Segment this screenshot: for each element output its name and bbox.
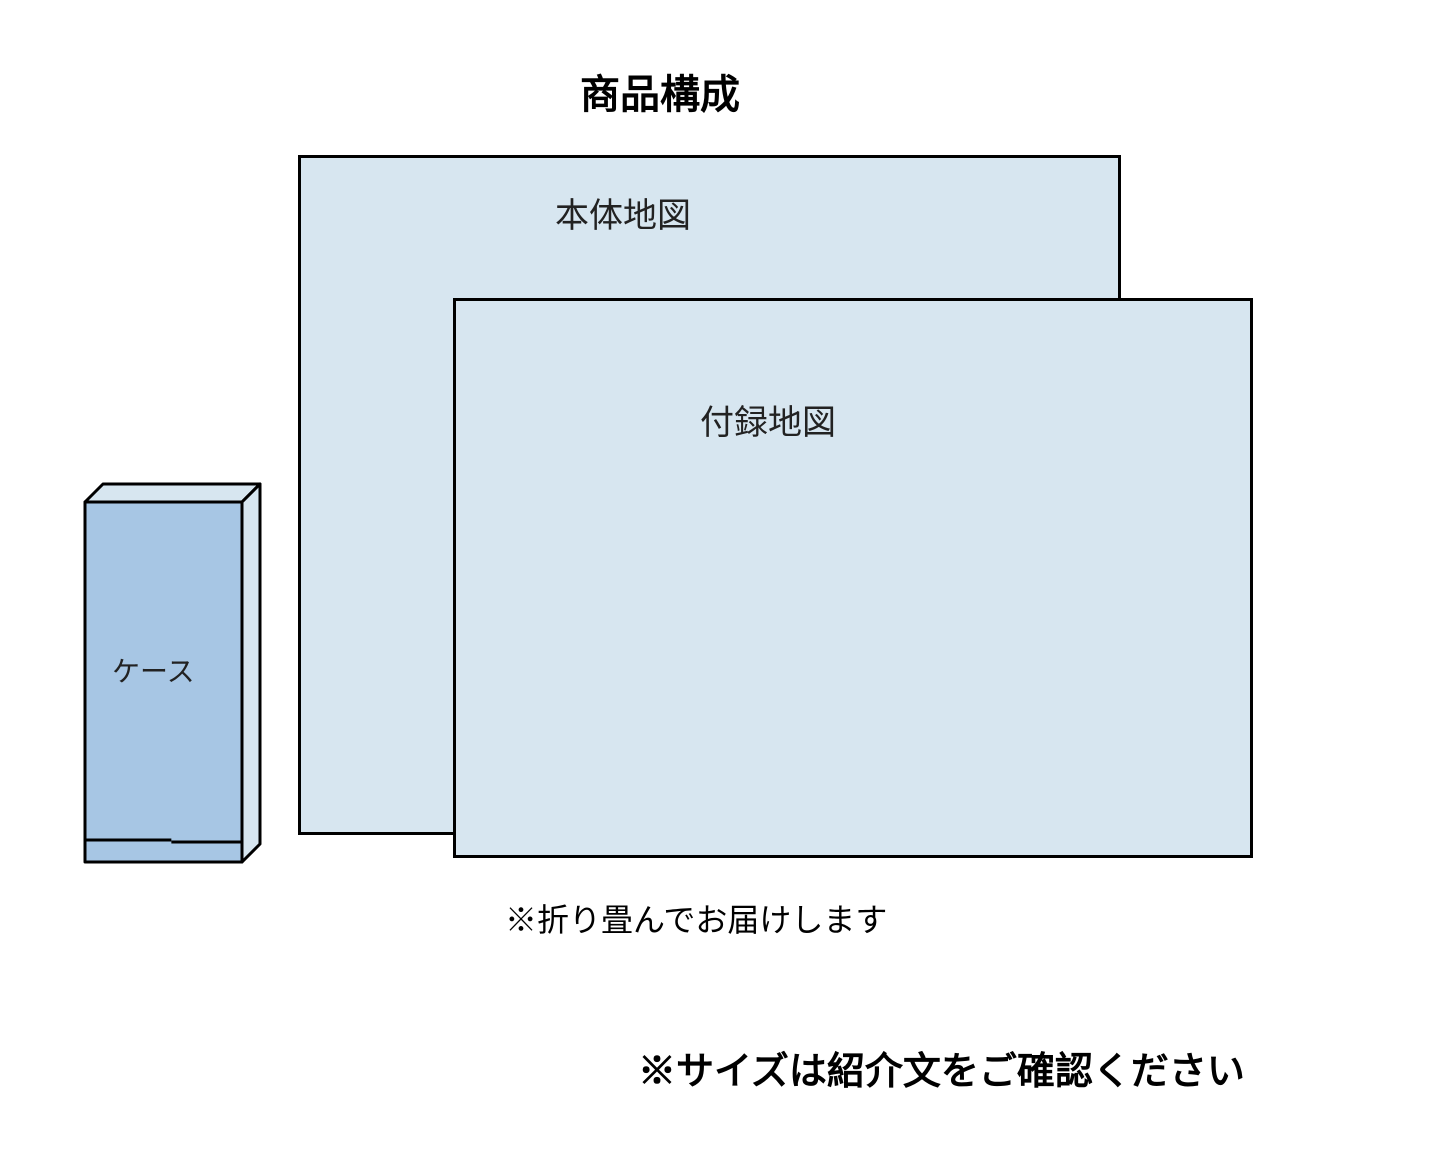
appendix-map-box bbox=[453, 298, 1253, 858]
fold-note: ※折り畳んでお届けします bbox=[505, 895, 887, 941]
size-footnote: ※サイズは紹介文をご確認ください bbox=[638, 1040, 1245, 1095]
title-text: 商品構成 bbox=[580, 73, 740, 117]
appendix-map-label: 付録地図 bbox=[700, 395, 836, 444]
diagram-title: 商品構成 bbox=[0, 62, 1320, 120]
main-map-label: 本体地図 bbox=[555, 188, 691, 237]
case-label: ケース bbox=[112, 650, 195, 690]
